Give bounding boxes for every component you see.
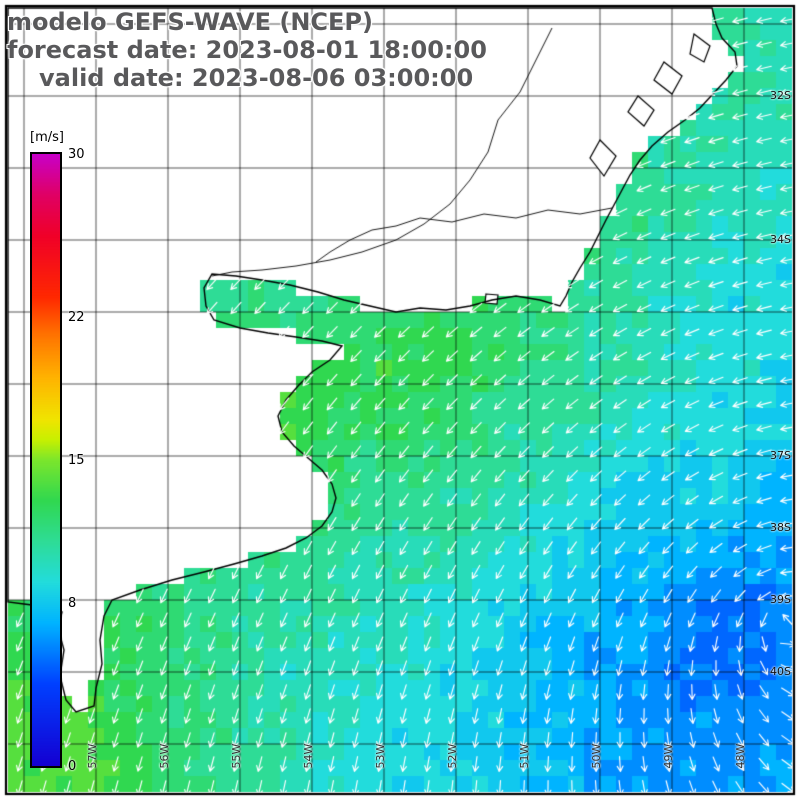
longitude-label: 49W [662, 743, 675, 769]
longitude-label: 52W [446, 743, 459, 769]
colorbar-tick-label: 8 [68, 595, 77, 611]
latitude-label: 40S [770, 665, 791, 678]
latitude-label: 32S [770, 89, 791, 102]
latitude-label: 39S [770, 593, 791, 606]
colorbar-gradient [30, 152, 62, 768]
longitude-label: 57W [86, 743, 99, 769]
latitude-label: 34S [770, 233, 791, 246]
model-title: modelo GEFS-WAVE (NCEP) [7, 8, 373, 36]
latitude-label: 37S [770, 449, 791, 462]
colorbar-tick-label: 0 [68, 759, 77, 774]
colorbar-tick-label: 22 [68, 310, 85, 326]
longitude-label: 51W [518, 743, 531, 769]
title-block: modelo GEFS-WAVE (NCEP) forecast date: 2… [7, 8, 487, 92]
longitude-label: 56W [158, 743, 171, 769]
colorbar-unit-label: [m/s] [30, 130, 64, 145]
longitude-label: 53W [374, 743, 387, 769]
longitude-label: 50W [590, 743, 603, 769]
valid-date-label: valid date: 2023-08-06 03:00:00 [39, 64, 474, 92]
colorbar-tick-label: 30 [68, 147, 85, 162]
colorbar-tick-label: 15 [68, 453, 85, 468]
latitude-label: 38S [770, 521, 791, 534]
longitude-label: 55W [230, 743, 243, 769]
longitude-label: 48W [734, 743, 747, 769]
colorbar: [m/s] 30 22 15 8 0 [30, 130, 114, 790]
longitude-label: 54W [302, 743, 315, 769]
forecast-date-label: forecast date: 2023-08-01 18:00:00 [7, 36, 487, 64]
